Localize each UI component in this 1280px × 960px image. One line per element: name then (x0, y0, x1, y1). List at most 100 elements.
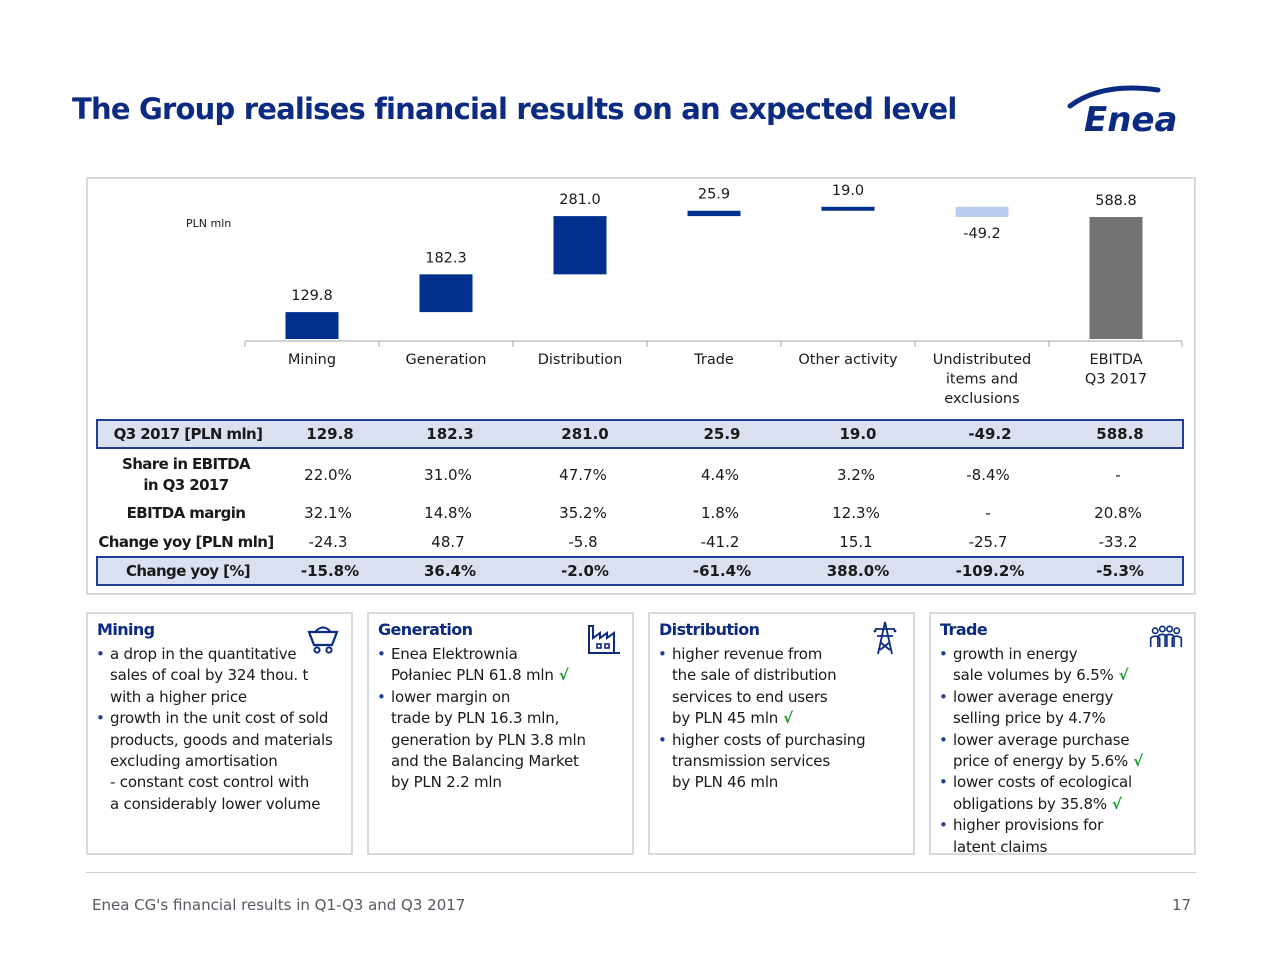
panel-line-text: - constant cost control with (110, 773, 310, 792)
panel-line: products, goods and materials (96, 730, 346, 751)
category-label: Trade (693, 352, 734, 368)
table-cell: 129.8 (306, 425, 354, 443)
table-cell: - (1115, 466, 1121, 484)
table-cell: -15.8% (300, 562, 360, 580)
bar-4 (687, 210, 741, 217)
panel-line-text: transmission services (672, 752, 830, 771)
table-cell: 32.1% (304, 504, 352, 522)
panel-line: the sale of distribution (658, 665, 908, 686)
category-label: Other activity (798, 352, 898, 368)
panel-line: price of energy by 5.6% √ (939, 751, 1189, 772)
panel-line-text: products, goods and materials (110, 730, 333, 749)
panel-line-text: by PLN 45 mln (672, 709, 779, 728)
category-label: items and (946, 372, 1018, 388)
table-cell: -8.4% (966, 466, 1010, 484)
panel-title: Trade (940, 620, 988, 639)
table-cell: 12.3% (832, 504, 880, 522)
footer-divider (86, 872, 1196, 873)
panel-title: Distribution (659, 620, 760, 639)
bar-value-label: 19.0 (832, 183, 864, 199)
panel-generation: Generation Enea Elektrownia Połaniec PLN 6… (367, 612, 634, 855)
panel-line: with a higher price (96, 687, 346, 708)
panel-line: transmission services (658, 751, 908, 772)
table-row: Q3 2017 [PLN mln] 129.8 182.3 281.0 25.9 19.0… (96, 419, 1184, 449)
panel-line-text: growth in the unit cost of sold (110, 709, 329, 728)
panel-line: a considerably lower volume (96, 794, 346, 815)
check-mark-icon: √ (1113, 666, 1129, 685)
check-mark-icon: √ (1106, 794, 1122, 813)
footer-text: Enea CG's financial results in Q1-Q3 and… (92, 896, 466, 914)
panel-line-text: sale volumes by 6.5% (953, 666, 1114, 685)
page-number: 17 (1172, 896, 1192, 914)
table-cell: 3.2% (836, 466, 876, 484)
table-cell: 19.0 (839, 425, 877, 443)
panel-line: generation by PLN 3.8 mln (377, 730, 627, 751)
table-cell: 35.2% (559, 504, 607, 522)
category-label: Mining (288, 352, 336, 368)
table-row: EBITDA margin 32.1% 14.8% 35.2% 1.8% 12.3% - 20… (96, 498, 1184, 528)
logo-text: Enea (1084, 100, 1177, 136)
panel-line-text: selling price by 4.7% (953, 709, 1106, 728)
panel-trade: Trade growth in energy sale volumes by 6.5… (929, 612, 1196, 858)
chart-panel (86, 177, 1196, 595)
check-mark-icon: √ (1128, 752, 1143, 771)
panel-bullets: a drop in the quantitative sales of coal … (96, 644, 346, 815)
table-cell: 14.8% (424, 504, 472, 522)
panel-line: higher revenue from (658, 644, 908, 666)
table-cell: 20.8% (1094, 504, 1142, 522)
category-label: Distribution (538, 352, 623, 368)
table-cell: -5.8 (568, 533, 598, 551)
row-header: Q3 2017 [PLN mln] (113, 424, 263, 443)
category-label: exclusions (944, 391, 1019, 407)
table-cell: 1.8% (700, 504, 740, 522)
row-header-line: in Q3 2017 (143, 476, 229, 494)
bar-6 (955, 206, 1009, 217)
table-cell: 31.0% (424, 466, 472, 484)
table-cell: - (985, 504, 991, 522)
panel-line: services to end users (658, 687, 908, 708)
panel-line: lower margin on (377, 687, 627, 709)
panel-line-text: latent claims (953, 837, 1048, 856)
panel-line: Połaniec PLN 61.8 mln √ (377, 665, 627, 686)
panel-line-text: price of energy by 5.6% (953, 752, 1129, 771)
table-cell: 4.4% (700, 466, 740, 484)
table-cell: 25.9 (703, 425, 741, 443)
table-cell: 281.0 (561, 425, 609, 443)
panel-line-text: lower margin on (391, 687, 511, 706)
category-label: EBITDA (1089, 352, 1142, 368)
panel-line-text: excluding amortisation (110, 752, 278, 771)
panel-line-text: obligations by 35.8% (953, 794, 1107, 813)
waterfall-chart: 129.8 Mining 182.3 Generation 281.0 Distribut… (244, 183, 1183, 407)
row-header: Share in EBITDA in Q3 2017 (96, 454, 276, 496)
panel-line-text: higher costs of purchasing (672, 730, 866, 749)
panel-line: growth in the unit cost of sold (96, 708, 346, 730)
table-cell: -61.4% (692, 562, 752, 580)
bar-7 (1089, 217, 1143, 339)
panel-line-text: Połaniec PLN 61.8 mln (391, 666, 554, 685)
panel-line: trade by PLN 16.3 mln, (377, 708, 627, 729)
bar-value-label: 129.8 (291, 288, 333, 304)
panel-line: - constant cost control with (96, 772, 346, 793)
row-header-line: Share in EBITDA (122, 455, 251, 473)
table-cell: 22.0% (304, 466, 352, 484)
table-cell: -109.2% (955, 562, 1025, 580)
check-mark-icon: √ (553, 666, 569, 685)
panel-line: and the Balancing Market (377, 751, 627, 772)
row-header: EBITDA margin (126, 503, 246, 522)
bar-value-label: 25.9 (698, 187, 730, 203)
table-cell: -24.3 (308, 533, 348, 551)
panel-mining: Mining a drop in the quantitative sales of… (86, 612, 353, 855)
panel-line: by PLN 46 mln (658, 772, 908, 793)
panel-line: higher costs of purchasing (658, 730, 908, 752)
panel-line: lower average energy (939, 687, 1189, 709)
check-mark-icon: √ (778, 709, 793, 728)
panel-line: by PLN 2.2 mln (377, 772, 627, 793)
bar-value-label: 182.3 (425, 250, 467, 266)
panel-line-text: lower costs of ecological (953, 773, 1132, 792)
panel-bullets: higher revenue from the sale of distribut… (658, 644, 908, 794)
panel-line: obligations by 35.8% √ (939, 794, 1189, 815)
bar-1 (285, 312, 339, 339)
panel-line-text: the sale of distribution (672, 666, 837, 685)
panel-line-text: by PLN 46 mln (672, 773, 779, 792)
